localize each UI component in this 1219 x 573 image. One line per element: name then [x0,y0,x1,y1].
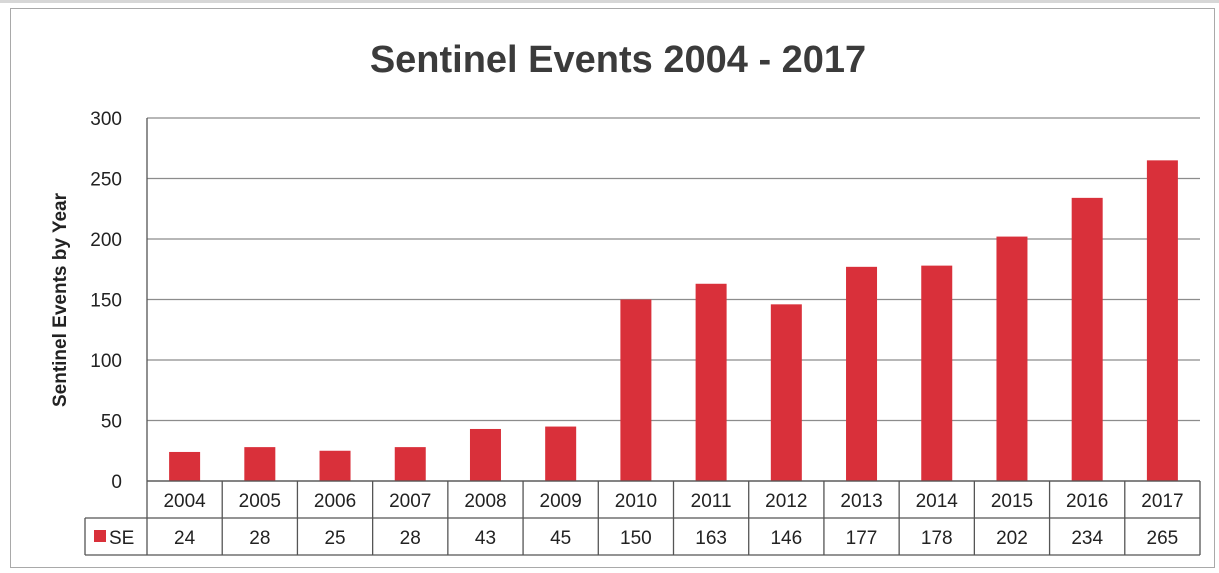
y-axis-ticks: 0 50 100 150 200 250 300 [90,109,122,493]
data-label: 163 [695,528,727,549]
data-label: 24 [174,528,196,549]
gridlines [146,117,1200,482]
top-edge-line [0,0,1219,3]
data-label: 234 [1071,528,1103,549]
bar [620,299,652,481]
data-label: 178 [921,528,953,549]
data-label: 28 [249,528,270,549]
legend-label: SE [109,528,134,549]
data-label: 146 [770,528,802,549]
data-label: 202 [996,528,1028,549]
y-tick-label: 0 [111,472,122,493]
chart-title: Sentinel Events 2004 - 2017 [370,39,866,81]
data-label: 25 [324,528,345,549]
data-label: 265 [1147,528,1179,549]
y-tick-label: 50 [101,412,122,433]
data-table: 2004 24 2005 28 2006 25 2007 28 2008 43 2009 45 2010… [84,480,1201,556]
y-tick-label: 250 [90,170,122,191]
x-tick-label: 2014 [916,491,959,512]
data-label: 150 [620,528,652,549]
bar [1071,197,1103,482]
y-tick-label: 100 [90,351,122,372]
data-label: 43 [475,528,496,549]
x-tick-label: 2007 [389,491,431,512]
bar [846,266,878,481]
bar [695,283,727,481]
bars [169,160,1178,482]
legend-swatch [94,530,106,542]
x-tick-label: 2008 [464,491,506,512]
data-label: 177 [846,528,878,549]
x-tick-label: 2004 [163,491,206,512]
y-tick-label: 300 [90,109,122,130]
data-label: 28 [400,528,421,549]
y-tick-label: 200 [90,230,122,251]
y-axis-label: Sentinel Events by Year [50,192,71,407]
bar [244,447,276,481]
bar [169,451,201,481]
y-tick-label: 150 [90,291,122,312]
bar [545,426,577,481]
x-tick-label: 2009 [540,491,582,512]
bar [319,450,351,481]
x-tick-label: 2013 [840,491,882,512]
x-tick-label: 2010 [615,491,657,512]
x-tick-label: 2016 [1066,491,1108,512]
bar [996,236,1028,481]
x-tick-label: 2005 [239,491,281,512]
x-tick-label: 2015 [991,491,1033,512]
x-tick-label: 2012 [765,491,807,512]
bar [394,447,426,481]
bar [770,304,802,481]
bar [469,428,501,481]
x-tick-label: 2006 [314,491,356,512]
data-label: 45 [550,528,571,549]
bar [1146,160,1178,481]
x-tick-label: 2017 [1141,491,1183,512]
bar [921,265,953,481]
x-tick-label: 2011 [691,491,732,512]
